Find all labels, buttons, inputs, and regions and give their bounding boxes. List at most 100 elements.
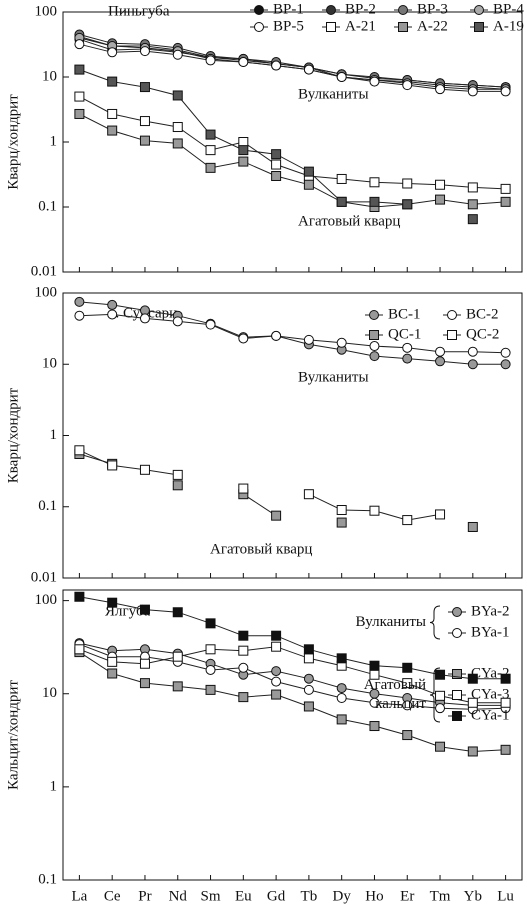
data-marker xyxy=(74,644,85,655)
series-line xyxy=(79,96,506,190)
data-marker xyxy=(435,741,446,752)
data-marker xyxy=(74,108,85,119)
y-tick-label: 100 xyxy=(35,284,58,300)
x-tick-label: Yb xyxy=(464,888,482,904)
x-tick-label: La xyxy=(71,888,87,904)
plot-frame xyxy=(62,11,523,273)
legend-label: BYa-2 xyxy=(471,603,510,619)
data-marker xyxy=(172,122,183,133)
data-marker xyxy=(238,145,249,156)
data-marker xyxy=(402,662,413,673)
legend-label: BC-2 xyxy=(466,306,499,322)
data-marker xyxy=(435,179,446,190)
data-marker xyxy=(402,700,413,711)
data-marker xyxy=(107,597,118,608)
data-marker xyxy=(303,684,314,695)
data-marker xyxy=(74,591,85,602)
data-marker xyxy=(336,653,347,664)
data-marker xyxy=(172,469,183,480)
x-tick-label: Lu xyxy=(497,888,514,904)
data-marker xyxy=(467,214,478,225)
annotation: Агатовый кварц xyxy=(298,213,400,229)
series-line xyxy=(79,646,506,704)
data-marker xyxy=(303,673,314,684)
series-line xyxy=(79,643,506,710)
legend-group-label: кальцит xyxy=(375,696,426,712)
data-marker xyxy=(336,505,347,516)
data-marker xyxy=(303,653,314,664)
data-marker xyxy=(369,660,380,671)
data-marker xyxy=(500,744,511,755)
data-marker xyxy=(139,313,150,324)
data-marker xyxy=(139,464,150,475)
data-marker xyxy=(467,346,478,357)
data-marker xyxy=(402,678,413,689)
y-tick-label: 0.01 xyxy=(31,569,57,585)
data-marker xyxy=(467,199,478,210)
legend-label: BP-5 xyxy=(273,18,304,34)
y-tick-label: 1 xyxy=(50,133,58,149)
y-tick-label: 10 xyxy=(42,685,57,701)
data-marker xyxy=(172,90,183,101)
data-marker xyxy=(271,689,282,700)
data-marker xyxy=(271,149,282,160)
legend-label: BP-1 xyxy=(273,1,304,17)
legend-group-label: Вулканиты xyxy=(355,614,426,630)
series-line xyxy=(79,651,506,753)
x-tick-label: Tb xyxy=(301,888,318,904)
data-marker xyxy=(271,630,282,641)
legend-label: A-21 xyxy=(345,18,376,34)
data-marker xyxy=(336,173,347,184)
data-marker xyxy=(303,179,314,190)
data-marker xyxy=(303,701,314,712)
x-tick-label: Gd xyxy=(267,888,286,904)
data-marker xyxy=(271,666,282,677)
data-marker xyxy=(402,199,413,210)
data-marker xyxy=(271,330,282,341)
data-marker xyxy=(303,64,314,75)
y-axis-label: Кварц/хондрит xyxy=(5,387,21,483)
data-marker xyxy=(402,515,413,526)
data-marker xyxy=(107,76,118,87)
series-line xyxy=(79,38,506,90)
data-marker xyxy=(172,681,183,692)
data-marker xyxy=(74,445,85,456)
legend-marker xyxy=(474,5,484,15)
data-marker xyxy=(205,319,216,330)
data-marker xyxy=(500,347,511,358)
data-marker xyxy=(205,145,216,156)
data-marker xyxy=(402,178,413,189)
data-marker xyxy=(500,697,511,708)
data-marker xyxy=(336,517,347,528)
data-marker xyxy=(238,662,249,673)
data-marker xyxy=(435,690,446,701)
data-marker xyxy=(369,721,380,732)
y-tick-label: 0.1 xyxy=(38,498,57,514)
series-line xyxy=(79,596,506,680)
legend-marker xyxy=(254,5,264,15)
data-marker xyxy=(107,460,118,471)
y-tick-label: 0.01 xyxy=(31,263,57,279)
data-marker xyxy=(238,483,249,494)
x-tick-label: Ho xyxy=(365,888,383,904)
data-marker xyxy=(303,166,314,177)
data-marker xyxy=(467,697,478,708)
y-tick-label: 10 xyxy=(42,68,57,84)
plot-frame xyxy=(62,589,523,881)
legend-label: CYa-1 xyxy=(471,707,510,723)
data-marker xyxy=(205,55,216,66)
data-marker xyxy=(402,342,413,353)
data-marker xyxy=(238,645,249,656)
legend-marker xyxy=(452,628,462,638)
x-tick-label: Sm xyxy=(201,888,221,904)
legend-marker xyxy=(326,5,336,15)
data-marker xyxy=(467,86,478,97)
data-marker xyxy=(172,607,183,618)
data-marker xyxy=(500,86,511,97)
x-tick-label: Er xyxy=(400,888,414,904)
legend-marker xyxy=(326,22,336,32)
legend-label: A-22 xyxy=(417,18,448,34)
annotation: Вулканиты xyxy=(298,86,369,102)
legend-label: QC-1 xyxy=(388,326,421,342)
data-marker xyxy=(271,676,282,687)
